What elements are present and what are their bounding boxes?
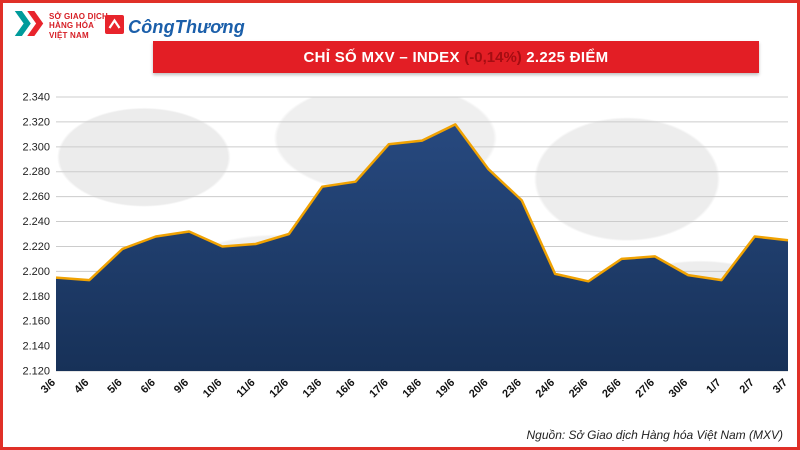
x-tick-label: 16/6 <box>334 377 358 401</box>
y-tick-label: 2.120 <box>22 366 50 378</box>
y-tick-label: 2.180 <box>22 291 50 303</box>
x-tick-label: 6/6 <box>139 377 158 396</box>
index-chart: 2.120 2.140 2.160 2.180 2.200 2.220 2.240 2.260… <box>22 92 790 401</box>
x-tick-label: 12/6 <box>267 377 291 401</box>
x-tick-label: 10/6 <box>201 377 225 401</box>
banner-index-value: 2.225 ĐIỂM <box>521 48 609 66</box>
x-tick-label: 3/6 <box>39 377 58 396</box>
chart-container: 2.120 2.140 2.160 2.180 2.200 2.220 2.240 2.260… <box>6 89 800 429</box>
source-note: Nguồn: Sở Giao dịch Hàng hóa Việt Nam (M… <box>526 428 784 442</box>
congthuong-logo-text: CôngThương <box>128 16 245 37</box>
x-tick-label: 19/6 <box>434 377 458 401</box>
x-tick-label: 27/6 <box>633 377 657 401</box>
banner-change-percent: (-0,14%) <box>464 48 522 66</box>
x-tick-label: 25/6 <box>567 377 591 401</box>
title-banner: CHỈ SỐ MXV – INDEX (-0,14%) 2.225 ĐIỂM <box>153 41 759 73</box>
y-tick-label: 2.240 <box>22 216 50 228</box>
x-tick-label: 9/6 <box>172 377 191 396</box>
mxv-logo-line3: VIỆT NAM <box>49 30 89 40</box>
mxv-logo-line2: HÀNG HÓA <box>49 21 95 31</box>
congthuong-logo-icon <box>105 15 124 39</box>
x-tick-label: 24/6 <box>534 377 558 401</box>
x-tick-label: 23/6 <box>500 377 524 401</box>
y-tick-label: 2.260 <box>22 191 50 203</box>
mxv-logo-text: SỞ GIAO DỊCH HÀNG HÓA VIỆT NAM <box>49 12 108 40</box>
x-tick-label: 18/6 <box>400 377 424 401</box>
mxv-logo-line1: SỞ GIAO DỊCH <box>49 12 109 22</box>
chart-line <box>55 123 789 283</box>
y-tick-label: 2.220 <box>22 241 50 253</box>
y-tick-label: 2.200 <box>22 266 50 278</box>
mxv-logo: SỞ GIAO DỊCH HÀNG HÓA VIỆT NAM <box>13 11 108 41</box>
chart-area <box>56 124 788 372</box>
x-tick-label: 26/6 <box>600 377 624 401</box>
congthuong-logo: CôngThương <box>105 15 245 39</box>
x-tick-label: 1/7 <box>704 377 723 396</box>
y-tick-label: 2.320 <box>22 116 50 128</box>
x-tick-label: 11/6 <box>235 377 258 400</box>
x-tick-label: 3/7 <box>771 377 790 396</box>
mxv-logo-icon <box>13 11 45 41</box>
y-tick-label: 2.140 <box>22 341 50 353</box>
y-tick-label: 2.160 <box>22 316 50 328</box>
y-tick-label: 2.300 <box>22 141 50 153</box>
banner-title-main: CHỈ SỐ MXV – INDEX <box>303 48 465 66</box>
x-tick-label: 13/6 <box>301 377 325 401</box>
x-tick-label: 4/6 <box>72 377 91 396</box>
header: SỞ GIAO DỊCH HÀNG HÓA VIỆT NAM CôngThươn… <box>3 3 797 87</box>
x-tick-label: 17/6 <box>367 377 391 401</box>
x-tick-label: 20/6 <box>467 377 491 401</box>
x-tick-label: 2/7 <box>738 377 757 396</box>
x-tick-label: 5/6 <box>105 377 124 396</box>
y-tick-label: 2.340 <box>22 92 50 104</box>
y-tick-label: 2.280 <box>22 166 50 178</box>
x-tick-label: 30/6 <box>667 377 691 401</box>
